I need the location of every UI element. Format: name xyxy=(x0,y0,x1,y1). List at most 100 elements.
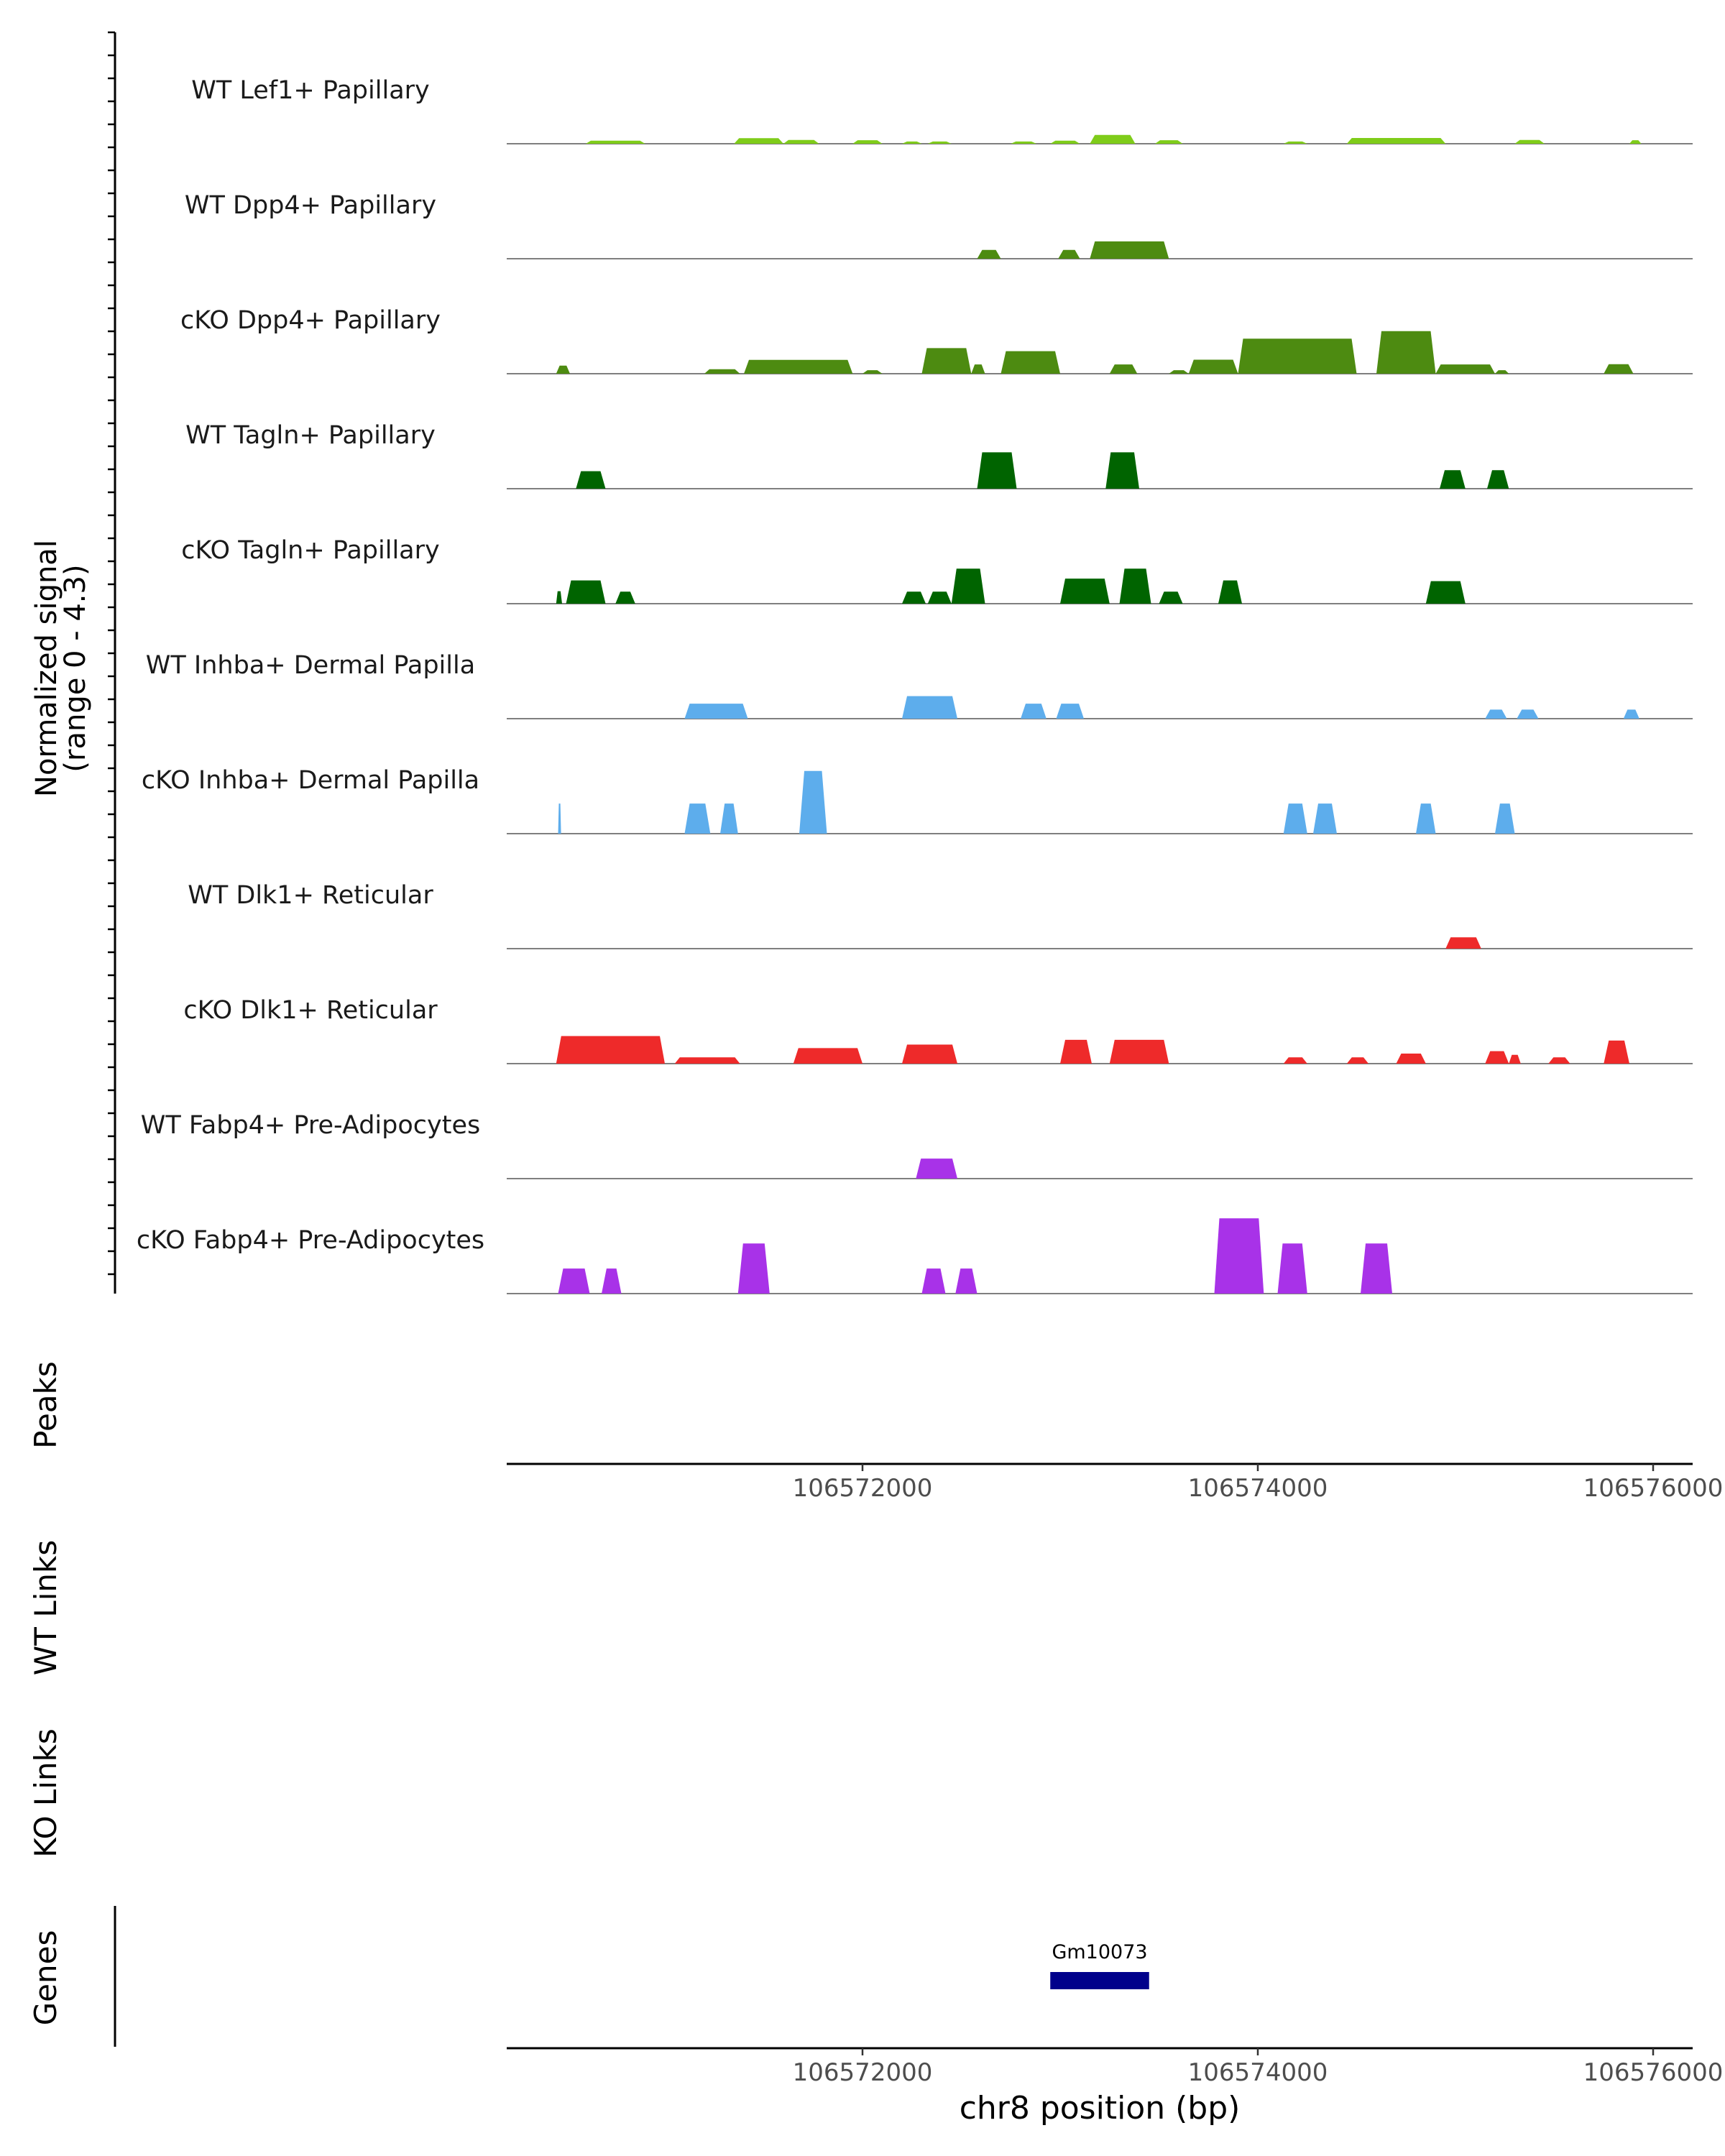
track-label: WT Tagln+ Papillary xyxy=(185,421,436,450)
signal-peak xyxy=(1060,579,1110,604)
x-tick-label: 106576000 xyxy=(1583,2058,1724,2087)
signal-peak xyxy=(1435,364,1495,374)
signal-peak xyxy=(1090,134,1136,144)
signal-peak xyxy=(1487,470,1509,489)
signal-peak xyxy=(1090,241,1169,259)
signal-peak xyxy=(558,1268,590,1294)
x-tick-label: 106572000 xyxy=(793,2058,933,2087)
signal-peak xyxy=(1119,568,1151,604)
signal-peak xyxy=(921,1268,946,1294)
signal-peak xyxy=(1159,591,1183,604)
gene-label: Gm10073 xyxy=(1052,1941,1147,1963)
signal-peak xyxy=(734,138,783,144)
signal-peak xyxy=(1485,1051,1509,1064)
track-label: cKO Dpp4+ Papillary xyxy=(180,306,441,335)
signal-peak xyxy=(1346,1057,1368,1064)
x-tick-label: 106572000 xyxy=(793,1474,933,1503)
signal-peak xyxy=(1283,803,1307,834)
signal-peak xyxy=(977,452,1017,489)
signal-peak xyxy=(951,568,985,604)
track-3: WT Tagln+ Papillary xyxy=(185,421,1693,489)
signal-peak xyxy=(1361,1243,1392,1294)
signal-peak xyxy=(1440,470,1466,489)
track-0: WT Lef1+ Papillary xyxy=(191,76,1693,144)
signal-peak xyxy=(1214,1218,1264,1294)
track-2: cKO Dpp4+ Papillary xyxy=(180,306,1693,374)
signal-peak xyxy=(737,1243,770,1294)
signal-peak xyxy=(1425,581,1466,604)
signal-peak xyxy=(1058,249,1080,259)
signal-peak xyxy=(1604,1040,1629,1064)
signal-peak xyxy=(684,704,748,719)
signal-peak xyxy=(720,803,738,834)
signal-peak xyxy=(556,1036,665,1064)
signal-peak xyxy=(1283,141,1307,144)
signal-peak xyxy=(862,370,883,374)
track-9: WT Fabp4+ Pre-Adipocytes xyxy=(141,1111,1693,1179)
signal-peak xyxy=(1109,364,1138,374)
track-label: cKO Dlk1+ Reticular xyxy=(183,996,438,1025)
signal-peak xyxy=(744,359,853,374)
signal-peak xyxy=(1495,370,1509,374)
signal-peak xyxy=(704,369,740,374)
signal-peak xyxy=(1105,452,1139,489)
x-tick-label: 106574000 xyxy=(1188,1474,1328,1503)
signal-peak xyxy=(576,471,606,489)
x-tick-label: 106576000 xyxy=(1583,1474,1724,1503)
signal-peak xyxy=(927,141,952,144)
genes-layer: Gm10073 xyxy=(1050,1941,1149,1989)
signal-peak xyxy=(1056,704,1084,719)
track-5: WT Inhba+ Dermal Papilla xyxy=(146,651,1693,719)
x-axis-top: 106572000 106574000 106576000 xyxy=(793,1464,1724,1503)
signal-peak xyxy=(1218,580,1242,604)
peaks-row-label: Peaks xyxy=(28,1361,63,1449)
track-label: WT Inhba+ Dermal Papilla xyxy=(146,651,475,680)
track-label: WT Dlk1+ Reticular xyxy=(188,881,433,910)
track-label: WT Dpp4+ Papillary xyxy=(185,191,436,220)
signal-peak xyxy=(1000,351,1060,374)
track-label: WT Lef1+ Papillary xyxy=(191,76,430,105)
track-7: WT Dlk1+ Reticular xyxy=(188,881,1693,949)
signal-peak xyxy=(977,249,1001,259)
signal-peak xyxy=(971,364,985,374)
signal-peak xyxy=(1011,141,1036,144)
signal-peak xyxy=(1604,364,1634,374)
signal-peak xyxy=(1021,704,1046,719)
signal-peak xyxy=(1396,1054,1426,1064)
signal-peak xyxy=(916,1158,957,1179)
signal-peak xyxy=(783,139,819,144)
wt-links-row-label: WT Links xyxy=(28,1540,63,1675)
track-label: cKO Inhba+ Dermal Papilla xyxy=(142,766,479,795)
signal-peak xyxy=(902,141,922,144)
x-axis-label: chr8 position (bp) xyxy=(960,2090,1241,2127)
signal-peak xyxy=(684,803,711,834)
signal-peak xyxy=(927,591,952,604)
signal-peak xyxy=(558,803,561,834)
tracks-layer: WT Lef1+ Papillary WT Dpp4+ Papillary cKO … xyxy=(137,76,1693,1294)
signal-peak xyxy=(1623,709,1639,719)
genes-panel: Genes Gm10073 106572000 106574000 10657600… xyxy=(28,1906,1723,2127)
track-label: cKO Fabp4+ Pre-Adipocytes xyxy=(137,1226,484,1255)
track-label: WT Fabp4+ Pre-Adipocytes xyxy=(141,1111,480,1140)
signal-peak xyxy=(674,1057,740,1064)
signal-peak xyxy=(556,365,570,374)
signal-peak xyxy=(921,348,972,374)
signal-peak xyxy=(1155,140,1183,144)
signal-peak xyxy=(602,1268,622,1294)
signal-peak xyxy=(955,1268,978,1294)
signal-peak xyxy=(1313,803,1337,834)
signal-peak xyxy=(902,1044,957,1064)
signal-peak xyxy=(793,1048,862,1064)
track-label: cKO Tagln+ Papillary xyxy=(181,536,440,565)
signal-peak xyxy=(566,580,606,604)
signal-peak xyxy=(1509,1054,1521,1064)
signal-peak xyxy=(586,140,645,144)
signal-peak xyxy=(1169,370,1189,374)
signal-peak xyxy=(1445,937,1481,949)
signal-peak xyxy=(615,591,635,604)
signal-peak xyxy=(902,591,926,604)
signal-peak xyxy=(852,140,883,144)
signal-peak xyxy=(1109,1039,1169,1064)
signal-peak xyxy=(902,696,957,719)
